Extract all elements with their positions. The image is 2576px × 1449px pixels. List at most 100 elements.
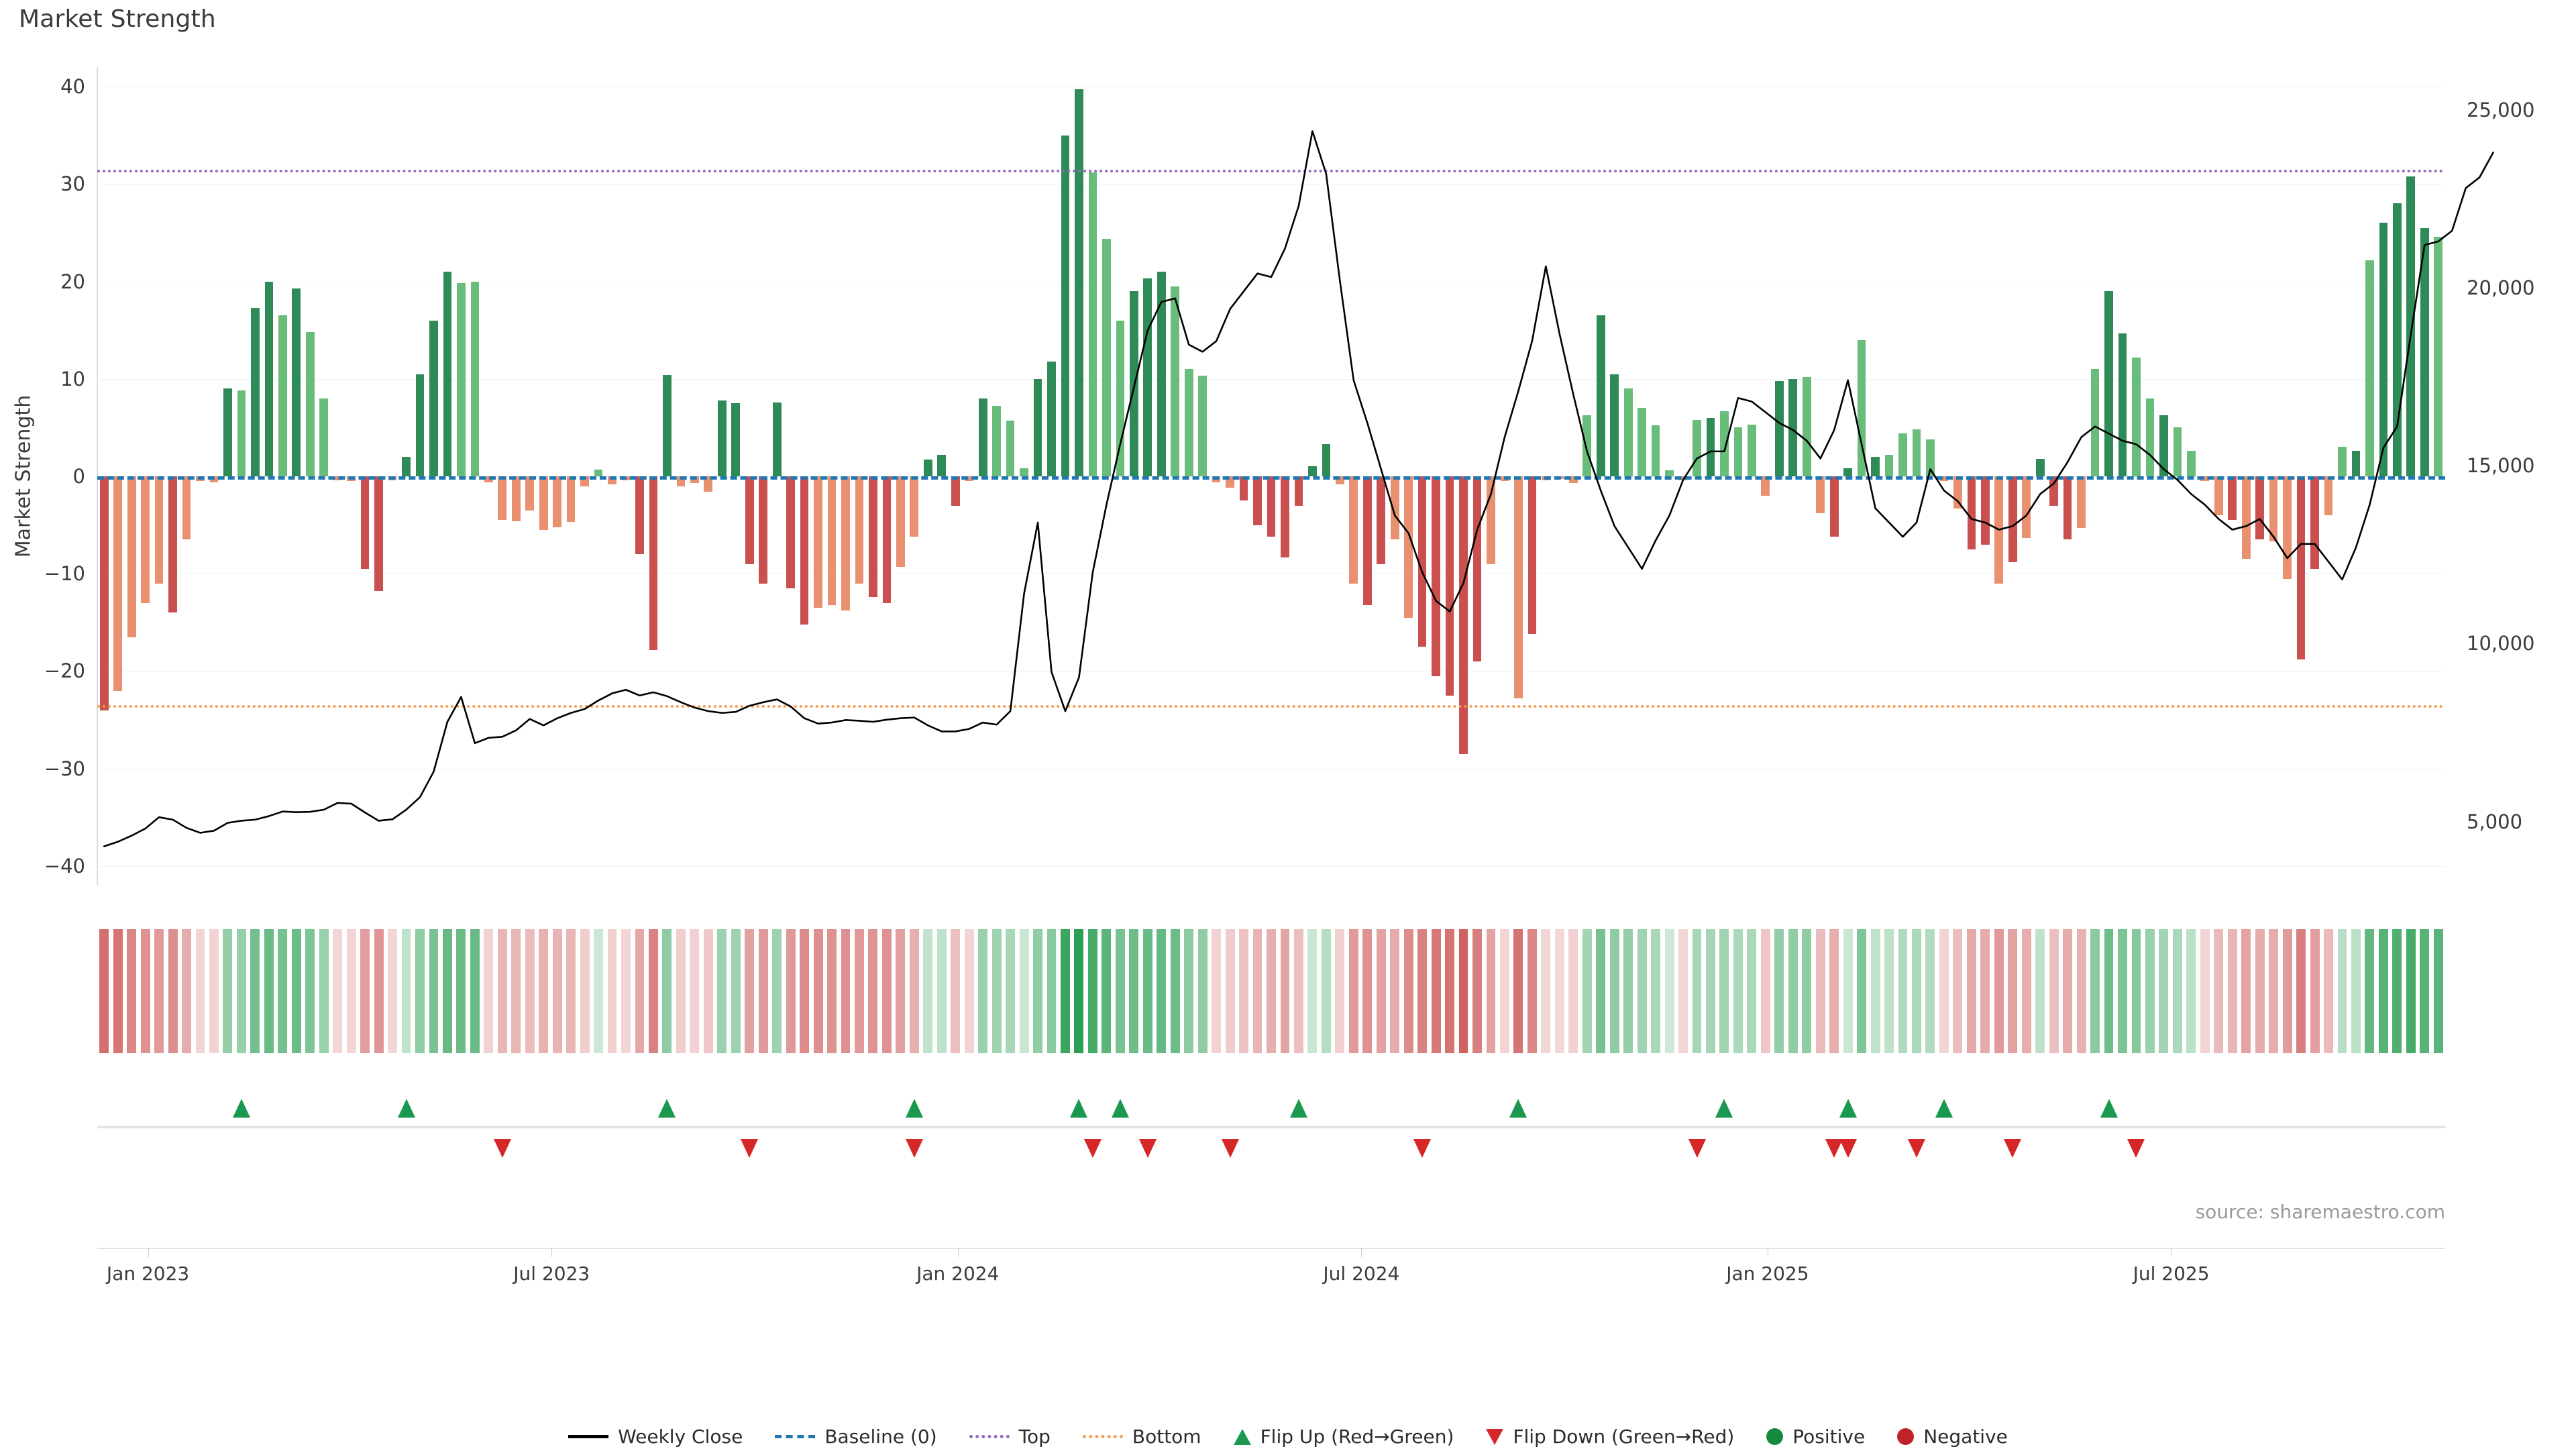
x-axis-tick [551,1248,553,1257]
y-axis-left-tick-label: 0 [72,465,85,488]
heatmap-cell [2200,929,2210,1053]
heatmap-cell [1445,929,1455,1053]
market-strength-bar [113,476,123,691]
market-strength-bar [1693,419,1701,476]
market-strength-bar [855,476,864,584]
x-axis-tick [957,1248,959,1257]
legend-item[interactable]: Bottom [1082,1426,1201,1448]
legend-item[interactable]: Top [969,1426,1051,1448]
heatmap-cell [1184,929,1194,1053]
flip-up-marker [1839,1099,1857,1118]
legend-item[interactable]: Flip Down (Green→Red) [1486,1426,1734,1448]
heatmap-cell [717,929,727,1053]
market-strength-bar [1061,135,1070,476]
heatmap-cell [2269,929,2279,1053]
legend-item-label: Flip Up (Red→Green) [1260,1426,1454,1448]
market-strength-bar [429,320,438,476]
flip-down-marker [1907,1139,1925,1158]
market-strength-bar [1816,476,1825,514]
market-strength-bar [2022,476,2031,538]
market-strength-bar [566,476,576,523]
market-strength-bar [1665,470,1674,476]
heatmap-cell [1541,929,1551,1053]
heatmap-cell [278,929,288,1053]
heatmap-cell [2406,929,2416,1053]
heatmap-cell [580,929,590,1053]
market-strength-bar [141,476,150,603]
heatmap-cell [964,929,974,1053]
triangle-up-icon [1233,1428,1251,1445]
heatmap-cell [1898,929,1908,1053]
market-strength-bar [154,476,164,584]
flip-markers-panel [97,1067,2445,1187]
market-strength-bar [1582,415,1592,476]
market-strength-bar [1267,476,1276,537]
y-axis-left-tick-label: −20 [44,659,85,683]
heatmap-cell [1362,929,1373,1053]
heatmap-cell [484,929,494,1053]
market-strength-bar [1748,425,1756,476]
heatmap-cell [936,929,947,1053]
x-axis-tick-label: Jul 2023 [513,1263,590,1285]
heatmap-cell [2378,929,2388,1053]
legend-item-label: Positive [1792,1426,1866,1448]
market-strength-bar [1857,339,1866,476]
market-strength-bar [1102,238,1111,476]
market-strength-bar [1472,476,1482,661]
y-axis-right-tick-label: 20,000 [2467,276,2535,299]
market-strength-bar [237,390,246,476]
legend-item[interactable]: Weekly Close [568,1426,743,1448]
heatmap-cell [1472,929,1482,1053]
market-strength-bar [2077,476,2086,528]
market-strength-bar [2393,203,2402,476]
market-strength-bar [2132,357,2141,476]
heatmap-cell [896,929,906,1053]
heatmap-cell [772,929,782,1053]
market-strength-bar [2145,398,2155,476]
market-strength-bar [443,272,452,476]
market-strength-bar [649,476,658,650]
heatmap-cell [2118,929,2127,1053]
legend-item[interactable]: Positive [1766,1426,1865,1448]
market-strength-bar [1967,476,1976,549]
flip-down-marker [1138,1139,1157,1158]
market-strength-bar [2173,427,2182,476]
market-strength-bar [786,476,795,589]
market-strength-bar [1129,291,1138,476]
market-strength-bar [553,476,561,527]
market-strength-bar [800,476,809,625]
market-strength-bar [1953,476,1962,508]
page-title: Market Strength [19,5,216,33]
x-axis-tick-label: Jan 2024 [916,1263,1000,1285]
heatmap-cell [1458,929,1468,1053]
heatmap-cell [250,929,260,1053]
legend-item[interactable]: Flip Up (Red→Green) [1233,1426,1454,1448]
market-strength-bar [1349,476,1358,584]
market-strength-bar [1884,455,1894,476]
heatmap-cell [182,929,191,1053]
market-strength-bar [2310,476,2319,569]
heatmap-cell [2063,929,2073,1053]
heatmap-cell [223,929,233,1053]
heatmap-cell [1966,929,1976,1053]
heatmap-cell [2021,929,2031,1053]
heatmap-cell [1348,929,1358,1053]
market-strength-bar [2008,476,2017,562]
heatmap-cell [127,929,137,1053]
market-strength-bar [1404,476,1413,618]
y-axis-left-tick-label: −10 [44,562,85,586]
heatmap-cell [2049,929,2059,1053]
heatmap-cell [1074,929,1084,1053]
market-strength-bar [2365,260,2374,476]
heatmap-cell [1980,929,1990,1053]
heatmap-cell [1267,929,1276,1053]
heatmap-cell [745,929,755,1053]
legend-item[interactable]: Negative [1897,1426,2008,1448]
heatmap-cell [2255,929,2265,1053]
heatmap-cell [1417,929,1428,1053]
heatmap-cell [1280,929,1290,1053]
market-strength-bar [251,307,260,476]
legend-item[interactable]: Baseline (0) [775,1426,937,1448]
circle-red-icon [1897,1428,1915,1445]
heatmap-cell [1829,929,1839,1053]
